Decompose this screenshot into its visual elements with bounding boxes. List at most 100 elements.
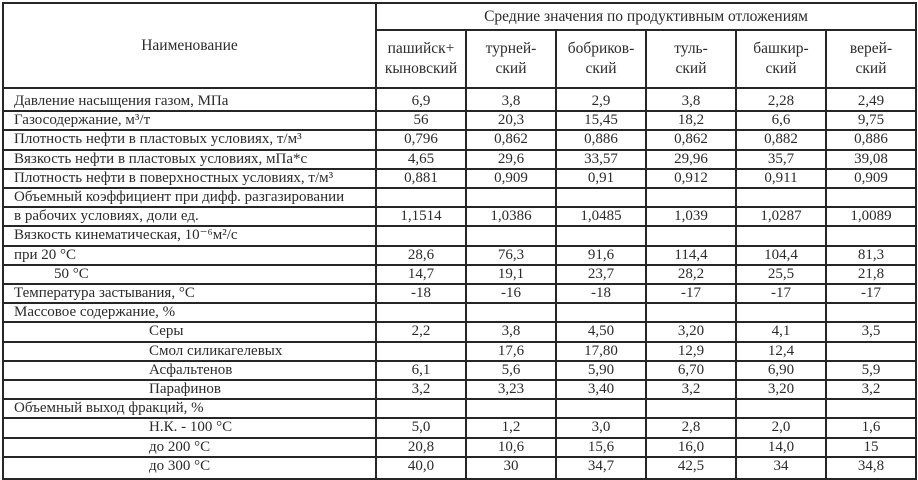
value-cell: 6,90	[735, 359, 827, 382]
value-cell	[465, 398, 557, 420]
column-header-1: пашийск+ кыновский	[375, 29, 467, 89]
column-header-line1: туль-	[674, 40, 708, 57]
value-cell	[465, 302, 557, 324]
table-row: Газосодержание, м³/т 56 20,3 15,45 18,2 6,6 9,…	[2, 110, 918, 132]
row-label: Вязкость кинематическая, 10⁻⁶м²/с	[2, 225, 377, 247]
value-cell	[645, 187, 737, 209]
value-cell: 28,6	[375, 244, 467, 266]
value-cell	[555, 398, 647, 420]
value-cell: 3,8	[465, 86, 557, 113]
value-cell	[375, 398, 467, 420]
value-cell	[375, 302, 467, 324]
value-cell: 3,20	[735, 379, 827, 401]
row-label: Плотность нефти в пластовых условиях, т/…	[2, 129, 377, 151]
value-cell	[645, 225, 737, 247]
value-cell: 12,9	[645, 340, 737, 362]
value-cell: 104,4	[735, 244, 827, 266]
value-cell: 0,886	[824, 129, 918, 151]
value-cell: 5,90	[555, 359, 647, 382]
row-label: Объемный коэффициент при дифф. разгазиро…	[2, 187, 377, 209]
table-row: 50 °С 14,7 19,1 23,7 28,2 25,5 21,8	[2, 263, 918, 286]
table-row: Температура застывания, °С -18 -16 -18 -17 -1…	[2, 283, 918, 305]
value-cell: 5,9	[824, 359, 918, 382]
value-cell: 15	[824, 436, 918, 458]
table-row: Вязкость кинематическая, 10⁻⁶м²/с	[2, 225, 918, 247]
value-cell: 5,6	[465, 359, 557, 382]
value-cell: 33,57	[555, 148, 647, 170]
value-cell	[824, 187, 918, 209]
table-row: до 200 °С 20,8 10,6 15,6 16,0 14,0 15	[2, 436, 918, 458]
value-cell: 39,08	[824, 148, 918, 170]
value-cell	[824, 398, 918, 420]
table-header: Наименование Средние значения по продукт…	[2, 2, 918, 89]
row-label: Температура застывания, °С	[2, 283, 377, 305]
value-cell	[555, 187, 647, 209]
value-cell: 0,91	[555, 167, 647, 190]
value-cell: 3,23	[465, 379, 557, 401]
value-cell: 3,5	[824, 321, 918, 343]
value-cell: 23,7	[555, 263, 647, 286]
value-cell: 2,49	[824, 86, 918, 113]
value-cell: 21,8	[824, 263, 918, 286]
value-cell	[824, 302, 918, 324]
column-header-line2: ский	[675, 60, 707, 77]
value-cell: 29,6	[465, 148, 557, 170]
column-header-line1: турней-	[485, 40, 537, 57]
value-cell: 3,2	[645, 379, 737, 401]
value-cell	[824, 225, 918, 247]
column-header-line1: пашийск+	[387, 40, 455, 57]
value-cell: 14,0	[735, 436, 827, 458]
row-label: Смол силикагелевых	[2, 340, 377, 362]
table-row: Плотность нефти в поверхностных условиях…	[2, 167, 918, 190]
value-cell: 114,4	[645, 244, 737, 266]
value-cell: 2,2	[375, 321, 467, 343]
value-cell: 6,6	[735, 110, 827, 132]
row-label: до 300 °С	[2, 455, 377, 480]
value-cell: -17	[824, 283, 918, 305]
value-cell: 4,50	[555, 321, 647, 343]
value-cell: 1,0287	[735, 206, 827, 228]
table-row: Серы 2,2 3,8 4,50 3,20 4,1 3,5	[2, 321, 918, 343]
value-cell: 14,7	[375, 263, 467, 286]
value-cell: 12,4	[735, 340, 827, 362]
value-cell	[555, 302, 647, 324]
table-row: Смол силикагелевых 17,6 17,80 12,9 12,4	[2, 340, 918, 362]
row-label: в рабочих условиях, доли ед.	[2, 206, 377, 228]
table-row: Объемный выход фракций, %	[2, 398, 918, 420]
row-label: 50 °С	[2, 263, 377, 286]
row-label: Вязкость нефти в пластовых условиях, мПа…	[2, 148, 377, 170]
value-cell: 0,862	[645, 129, 737, 151]
column-header-6: верей-ский	[824, 29, 918, 89]
column-header-5: башкир-ский	[735, 29, 827, 89]
row-label: при 20 °С	[2, 244, 377, 266]
row-label: Газосодержание, м³/т	[2, 110, 377, 132]
group-header-row: Наименование Средние значения по продукт…	[2, 2, 918, 89]
value-cell: 0,881	[375, 167, 467, 190]
value-cell: 34	[735, 455, 827, 480]
group-header: Средние значения по продуктивным отложен…	[374, 2, 918, 31]
value-cell: 42,5	[645, 455, 737, 480]
value-cell: 2,28	[735, 86, 827, 113]
column-header-line2: ский	[495, 60, 527, 77]
column-header-3: бобриков-ский	[555, 29, 647, 89]
row-label: до 200 °С	[2, 436, 377, 458]
column-header-row: пашийск+ кыновский турней-ский бобриков-ски…	[3, 29, 918, 89]
table-row: Асфальтенов 6,1 5,6 5,90 6,70 6,90 5,9	[2, 359, 918, 382]
value-cell	[555, 225, 647, 247]
column-header-line2: ский	[855, 60, 887, 77]
value-cell: 28,2	[645, 263, 737, 286]
value-cell: 15,45	[555, 110, 647, 132]
column-header-line2: ский	[765, 60, 797, 77]
value-cell: 34,7	[555, 455, 647, 480]
value-cell: 9,75	[824, 110, 918, 132]
value-cell: -17	[645, 283, 737, 305]
value-cell: 0,909	[465, 167, 557, 190]
column-header-line2: ский	[585, 60, 617, 77]
value-cell: -16	[465, 283, 557, 305]
value-cell: 4,65	[375, 148, 467, 170]
value-cell: 0,796	[375, 129, 467, 151]
value-cell: 15,6	[555, 436, 647, 458]
value-cell: 6,9	[375, 86, 467, 113]
